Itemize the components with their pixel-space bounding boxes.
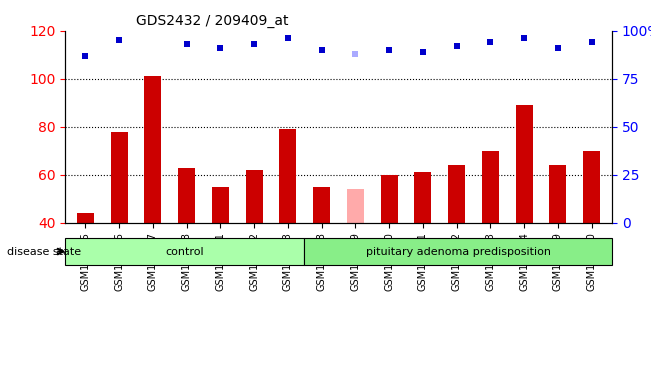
- Text: pituitary adenoma predisposition: pituitary adenoma predisposition: [366, 247, 551, 257]
- Bar: [145, 76, 161, 223]
- Bar: [583, 151, 600, 223]
- Text: disease state: disease state: [7, 247, 81, 257]
- Text: control: control: [165, 247, 204, 257]
- Text: GDS2432 / 209409_at: GDS2432 / 209409_at: [136, 14, 288, 28]
- Bar: [549, 165, 566, 223]
- FancyBboxPatch shape: [304, 238, 612, 265]
- Bar: [347, 189, 364, 223]
- Bar: [449, 165, 465, 223]
- Bar: [77, 213, 94, 223]
- Bar: [245, 170, 262, 223]
- FancyBboxPatch shape: [65, 238, 304, 265]
- Bar: [212, 187, 229, 223]
- Bar: [279, 129, 296, 223]
- Bar: [415, 172, 432, 223]
- Bar: [111, 131, 128, 223]
- Bar: [516, 105, 533, 223]
- Bar: [482, 151, 499, 223]
- Bar: [313, 187, 330, 223]
- Bar: [178, 167, 195, 223]
- Bar: [381, 175, 398, 223]
